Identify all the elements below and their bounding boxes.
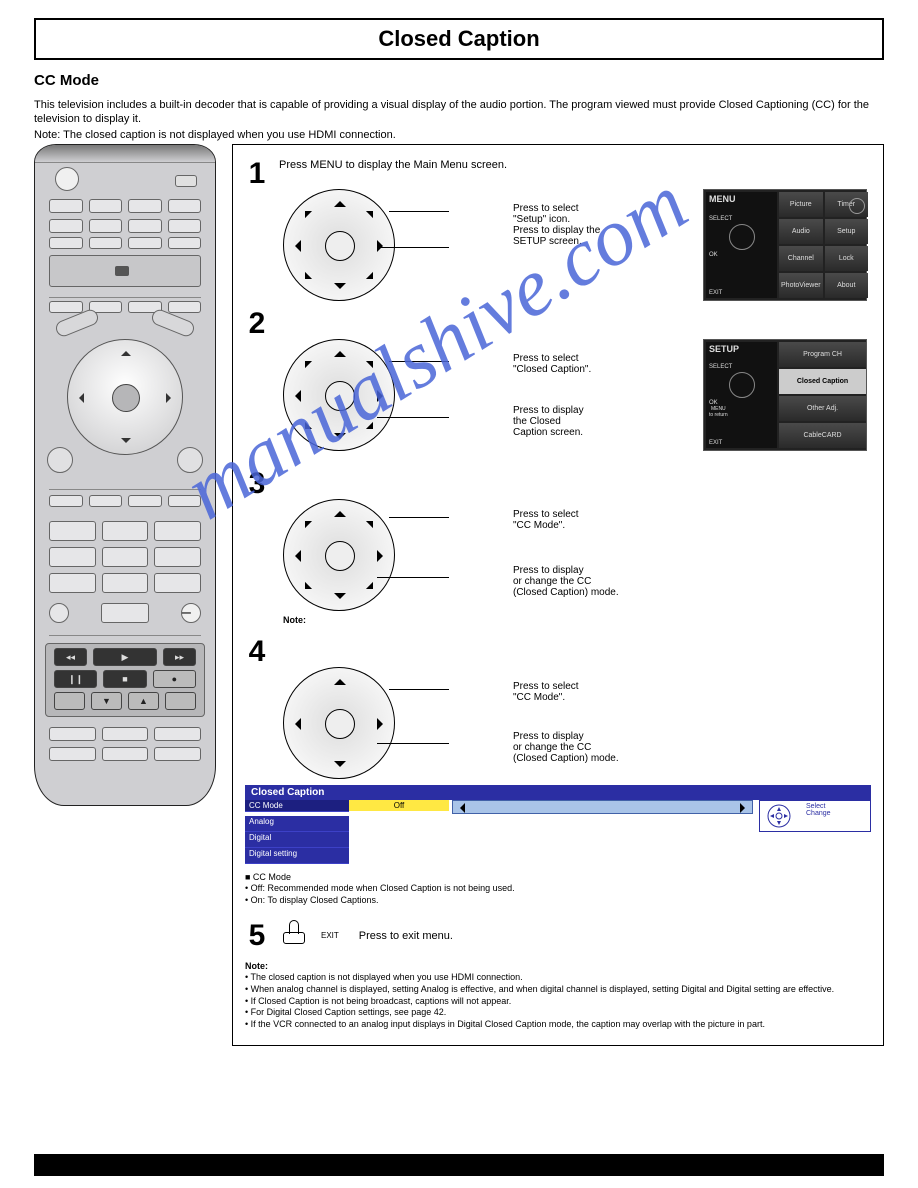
- step-2: 2: [245, 309, 871, 339]
- exit-icon: [283, 922, 307, 950]
- light-button: [175, 175, 197, 187]
- step-4-lead-b: Press to display or change the CC (Close…: [513, 731, 619, 764]
- footer-bar: [34, 1154, 884, 1176]
- step-1: 1 Press MENU to display the Main Menu sc…: [245, 159, 871, 189]
- step-num-1: 1: [245, 159, 269, 189]
- cc-settings-panel: Closed Caption CC Mode Off Select Change: [245, 785, 871, 864]
- intro-line2: Note: The closed caption is not displaye…: [34, 129, 884, 143]
- step-num-4: 4: [245, 637, 269, 667]
- step-1-text: Press MENU to display the Main Menu scre…: [279, 159, 871, 189]
- step-2-lead-b: Press to display the Closed Caption scre…: [513, 405, 584, 438]
- transport-panel: ◂◂ ▶ ▸▸ ❙❙ ■ ● ▼ ▲: [45, 643, 205, 717]
- intro-line1: This television includes a built-in deco…: [34, 99, 884, 127]
- cc-row-digital-setting: Digital setting: [245, 848, 349, 864]
- step-3: 3: [245, 469, 871, 499]
- dpad-ring: [67, 339, 183, 455]
- page-title: Closed Caption: [46, 26, 872, 52]
- ffwd-button: ▸▸: [163, 648, 196, 666]
- record-button: ●: [153, 670, 196, 688]
- step-3-note: Note:: [283, 615, 871, 626]
- step-2-lead-a: Press to select "Closed Caption".: [513, 353, 591, 375]
- dial-1: [283, 189, 395, 301]
- dial-3-leads: [409, 499, 499, 611]
- step-5: 5 EXIT Press to exit menu.: [245, 921, 871, 951]
- step-num-5: 5: [245, 921, 269, 951]
- pause-button: ❙❙: [54, 670, 97, 688]
- sd-slot: [49, 255, 201, 287]
- cc-header-title: Closed Caption: [251, 787, 324, 798]
- dial-2-leads: [409, 339, 499, 451]
- step-num-3: 3: [245, 469, 269, 499]
- dial-3: [283, 499, 395, 611]
- stop-button: ■: [103, 670, 146, 688]
- dial-1-leads: [409, 189, 499, 301]
- step-num-2: 2: [245, 309, 269, 339]
- step-3-lead-b: Press to display or change the CC (Close…: [513, 565, 619, 598]
- step-4: 4: [245, 637, 871, 667]
- exit-button: [177, 447, 203, 473]
- menu-setup-title: SETUP: [709, 344, 739, 354]
- dial-4-leads: [409, 667, 499, 779]
- cc-first-label: CC Mode: [245, 800, 349, 812]
- instruction-panel: 1 Press MENU to display the Main Menu sc…: [232, 144, 884, 1045]
- menu-main-figure: MENU SELECT OK EXIT Picture Timer Audio …: [703, 189, 871, 301]
- note-heading: Note:: [245, 961, 268, 971]
- remote-body: – ◂◂ ▶ ▸▸ ❙❙ ■ ● ▼: [34, 144, 216, 806]
- menu-main-title: MENU: [709, 194, 736, 204]
- step-1-lead: Press to select "Setup" icon. Press to d…: [513, 203, 600, 247]
- exit-label: EXIT: [321, 931, 339, 940]
- nav-up-button: ▲: [128, 692, 159, 710]
- step-5-text: Press to exit menu.: [359, 930, 453, 942]
- power-button: [55, 167, 79, 191]
- menu-button: [47, 447, 73, 473]
- rec-circle: [49, 603, 69, 623]
- subtitle: CC Mode: [34, 72, 884, 89]
- cc-first-value: Off: [349, 800, 449, 811]
- dpad-area: [35, 313, 215, 481]
- play-button: ▶: [93, 648, 157, 666]
- step-3-lead-a: Press to select "CC Mode".: [513, 509, 579, 531]
- cc-row-analog: Analog: [245, 816, 349, 832]
- dial-2: [283, 339, 395, 451]
- step-4-lead-a: Press to select "CC Mode".: [513, 681, 579, 703]
- remote-illustration: – ◂◂ ▶ ▸▸ ❙❙ ■ ● ▼: [34, 144, 216, 1045]
- cc-slider: [452, 800, 753, 814]
- nav-down-button: ▼: [91, 692, 122, 710]
- title-box: Closed Caption: [34, 18, 884, 60]
- ok-button: [112, 384, 140, 412]
- notes-block: Note: • The closed caption is not displa…: [245, 961, 871, 1031]
- note-body: • The closed caption is not displayed wh…: [245, 972, 871, 1030]
- cc-hint-text: Select Change: [806, 803, 868, 818]
- cc-mode-legend: ■ CC Mode • Off: Recommended mode when C…: [245, 872, 871, 907]
- cc-row-digital: Digital: [245, 832, 349, 848]
- dial-4: [283, 667, 395, 779]
- menu-setup-figure: SETUP SELECT OK MENU to return EXIT Prog…: [703, 339, 871, 451]
- rewind-button: ◂◂: [54, 648, 87, 666]
- cc-hint-box: Select Change: [759, 800, 871, 832]
- intro-text: This television includes a built-in deco…: [34, 99, 884, 142]
- dash-circle: –: [181, 603, 201, 623]
